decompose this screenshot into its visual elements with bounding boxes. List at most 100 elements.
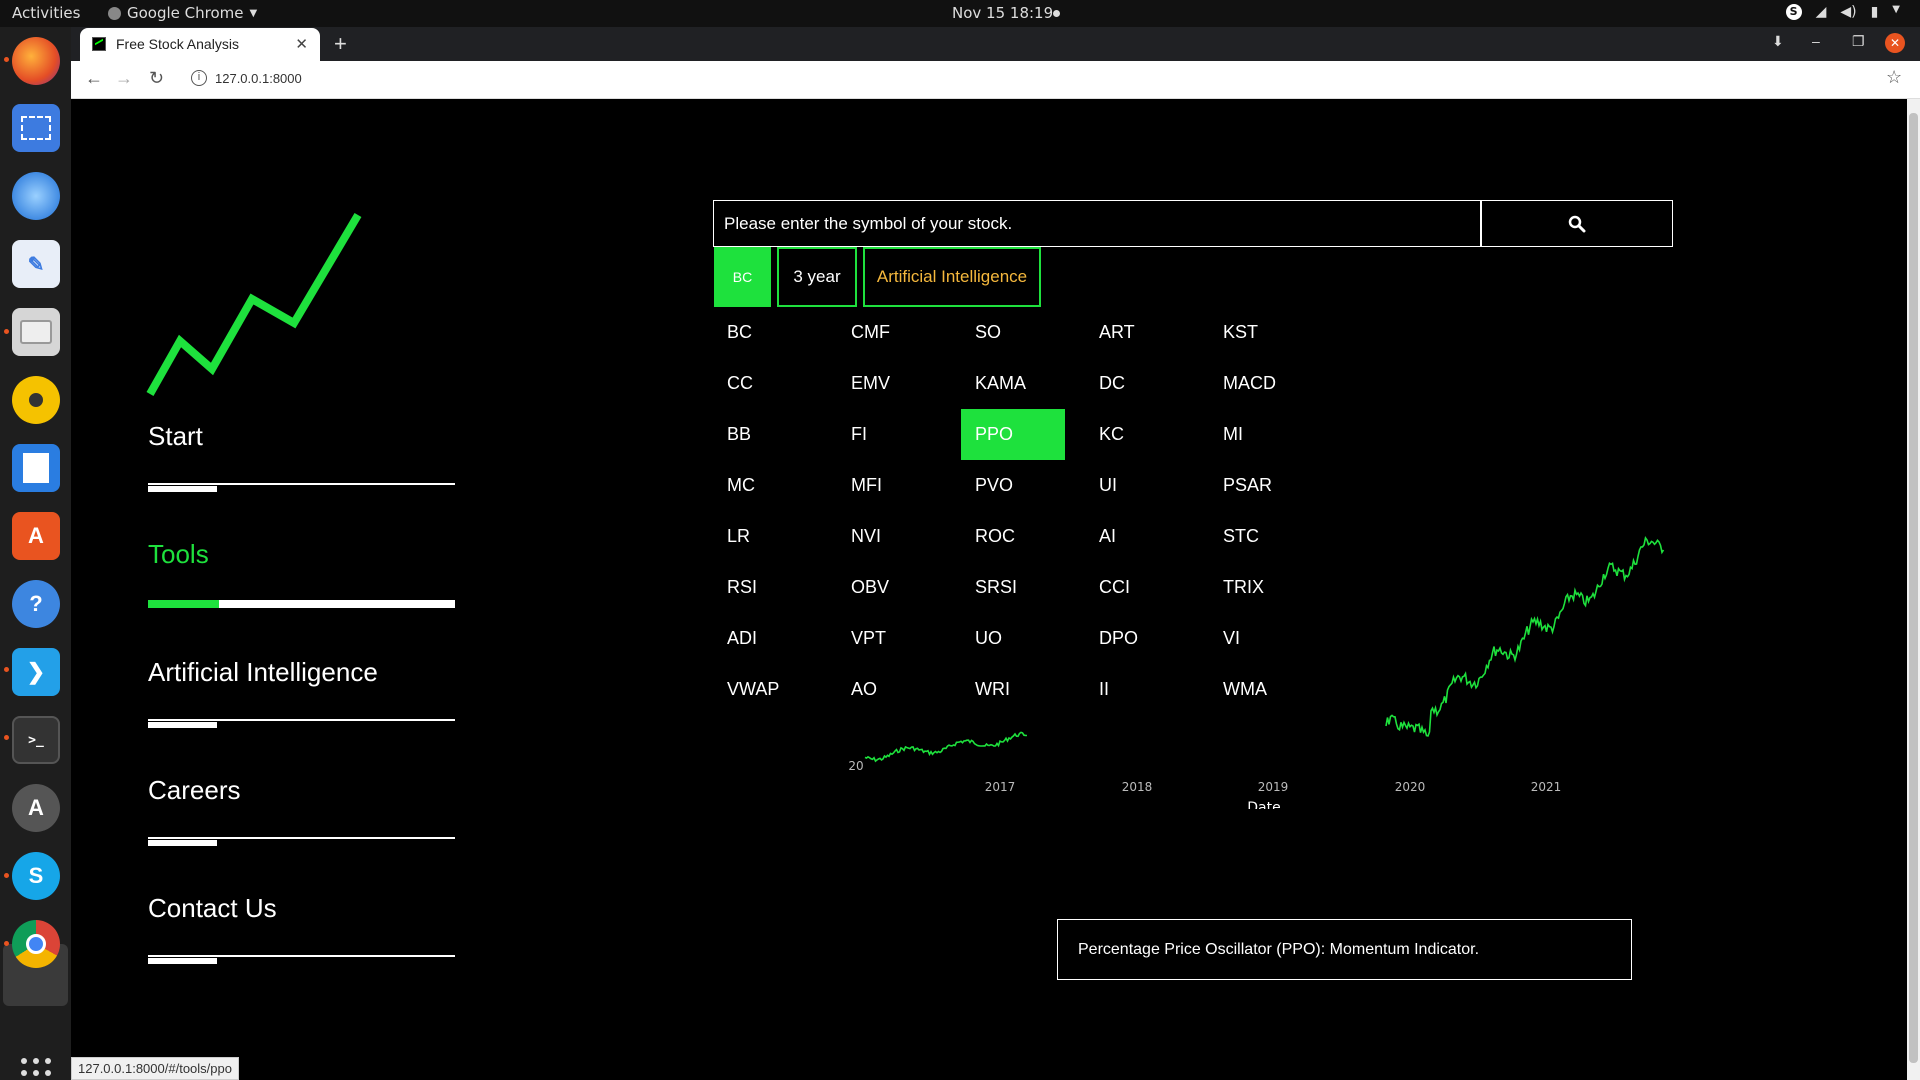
nav-careers[interactable]: Careers	[148, 775, 455, 806]
nav-artificial-intelligence[interactable]: Artificial Intelligence	[148, 657, 455, 688]
tool-cmf[interactable]: CMF	[837, 307, 941, 358]
activities-button[interactable]: Activities	[12, 4, 80, 22]
restore-icon[interactable]: ❐	[1852, 33, 1865, 50]
app-menu-label: Google Chrome	[127, 4, 244, 22]
tool-description: Percentage Price Oscillator (PPO): Momen…	[1057, 919, 1632, 980]
nav-contact-us[interactable]: Contact Us	[148, 893, 455, 924]
scrollbar-thumb[interactable]	[1909, 113, 1918, 1063]
rhythmbox-icon[interactable]	[12, 376, 60, 424]
x-tick-label: 2020	[1395, 780, 1426, 794]
app-menu[interactable]: Google Chrome ▼	[108, 4, 257, 22]
browser-tab[interactable]: Free Stock Analysis ✕	[80, 28, 320, 61]
writer-icon[interactable]	[12, 444, 60, 492]
text-editor-icon[interactable]: ✎	[12, 240, 60, 288]
status-bubble: 127.0.0.1:8000/#/tools/ppo	[71, 1057, 239, 1080]
nav-tools-label: Tools	[148, 539, 455, 570]
x-tick-label: 2018	[1122, 780, 1153, 794]
files-icon[interactable]	[12, 308, 60, 356]
tab-strip	[71, 27, 1920, 61]
help-icon[interactable]: ?	[12, 580, 60, 628]
tab-search-icon[interactable]: ⬇	[1772, 33, 1784, 50]
nav-progress-bar	[148, 722, 217, 728]
nav-ai-label: Artificial Intelligence	[148, 657, 455, 688]
caret-down-icon: ▼	[250, 8, 258, 19]
running-indicator	[4, 329, 9, 334]
thunderbird-icon[interactable]	[12, 172, 60, 220]
software-center-icon[interactable]: A	[12, 512, 60, 560]
vscode-icon[interactable]: ❯	[12, 648, 60, 696]
nav-start-label: Start	[148, 421, 455, 452]
nav-underline	[148, 955, 455, 957]
wifi-icon: ◢	[1816, 4, 1827, 20]
ai-chip[interactable]: Artificial Intelligence	[863, 247, 1041, 307]
tool-so[interactable]: SO	[961, 307, 1065, 358]
address-url: 127.0.0.1:8000	[215, 71, 302, 86]
os-top-bar: Activities Google Chrome ▼ Nov 15 18:19 …	[0, 0, 1920, 27]
search-button[interactable]	[1481, 200, 1673, 247]
price-line-segment	[865, 732, 1027, 761]
new-tab-icon[interactable]: +	[334, 31, 347, 57]
forward-icon[interactable]: →	[115, 68, 133, 89]
nav-progress-bar	[148, 486, 217, 492]
search-icon	[1568, 215, 1586, 233]
show-applications-icon[interactable]	[21, 1058, 51, 1080]
nav-careers-label: Careers	[148, 775, 455, 806]
back-icon[interactable]: ←	[85, 68, 103, 89]
address-bar[interactable]: i 127.0.0.1:8000	[183, 65, 1843, 94]
browser-toolbar: ← → ↻ i 127.0.0.1:8000 ☆ ⋮	[71, 61, 1920, 99]
firefox-icon[interactable]	[12, 37, 60, 85]
battery-icon: ▮	[1871, 4, 1879, 20]
reload-icon[interactable]: ↻	[149, 68, 164, 89]
nav-start[interactable]: Start	[148, 421, 455, 452]
running-indicator	[4, 873, 9, 878]
chrome-small-icon	[108, 7, 121, 20]
stock-symbol-input[interactable]	[713, 200, 1481, 247]
x-tick-label: 2021	[1531, 780, 1562, 794]
terminal-icon[interactable]: >_	[12, 716, 60, 764]
site-info-icon[interactable]: i	[191, 70, 207, 86]
bookmark-star-icon[interactable]: ☆	[1886, 67, 1902, 88]
tool-bc[interactable]: BC	[713, 307, 817, 358]
price-chart: 2017 2018 2019 2020 2021 20 Date	[751, 389, 1691, 809]
power-menu-icon[interactable]: ▼	[1892, 4, 1900, 20]
page-content: Start Tools Artificial Intelligence Care…	[71, 99, 1907, 1080]
skype-tray-icon[interactable]: S	[1786, 4, 1802, 20]
running-indicator	[4, 941, 9, 946]
dock: ✎ A ? ❯ >_ A S	[0, 27, 71, 1080]
page-scrollbar[interactable]	[1907, 99, 1920, 1080]
update-manager-icon[interactable]: A	[12, 784, 60, 832]
x-tick-label: 2019	[1258, 780, 1289, 794]
notification-dot	[1053, 10, 1060, 17]
x-tick-label: 2017	[985, 780, 1016, 794]
nav-progress-bar	[148, 958, 217, 964]
system-tray[interactable]: S ◢ ◀) ▮ ▼	[1786, 4, 1900, 20]
skype-icon[interactable]: S	[12, 852, 60, 900]
tool-art[interactable]: ART	[1085, 307, 1189, 358]
period-chip[interactable]: 3 year	[777, 247, 857, 307]
x-axis-label: Date	[1247, 800, 1280, 809]
symbol-chip[interactable]: BC	[714, 247, 771, 307]
nav-progress-bar	[148, 840, 217, 846]
running-indicator	[4, 57, 9, 62]
volume-icon: ◀)	[1840, 4, 1856, 20]
y-tick-label: 20	[848, 759, 863, 773]
window-close-icon[interactable]: ✕	[1885, 33, 1905, 53]
running-indicator	[4, 667, 9, 672]
nav-underline	[148, 837, 455, 839]
nav-contact-label: Contact Us	[148, 893, 455, 924]
nav-underline	[148, 719, 455, 721]
nav-progress-bar	[148, 600, 219, 608]
minimize-icon[interactable]: –	[1812, 33, 1820, 49]
screenshot-icon[interactable]	[12, 104, 60, 152]
price-line-segment	[1386, 538, 1664, 736]
tab-close-icon[interactable]: ✕	[295, 35, 308, 53]
chrome-icon[interactable]	[12, 920, 60, 968]
running-indicator	[4, 735, 9, 740]
tool-kst[interactable]: KST	[1209, 307, 1313, 358]
tab-title: Free Stock Analysis	[116, 36, 239, 52]
nav-tools[interactable]: Tools	[148, 539, 455, 570]
logo-trend-icon	[146, 173, 406, 398]
favicon-icon	[92, 37, 106, 51]
nav-underline	[148, 483, 455, 485]
clock[interactable]: Nov 15 18:19	[952, 4, 1053, 22]
